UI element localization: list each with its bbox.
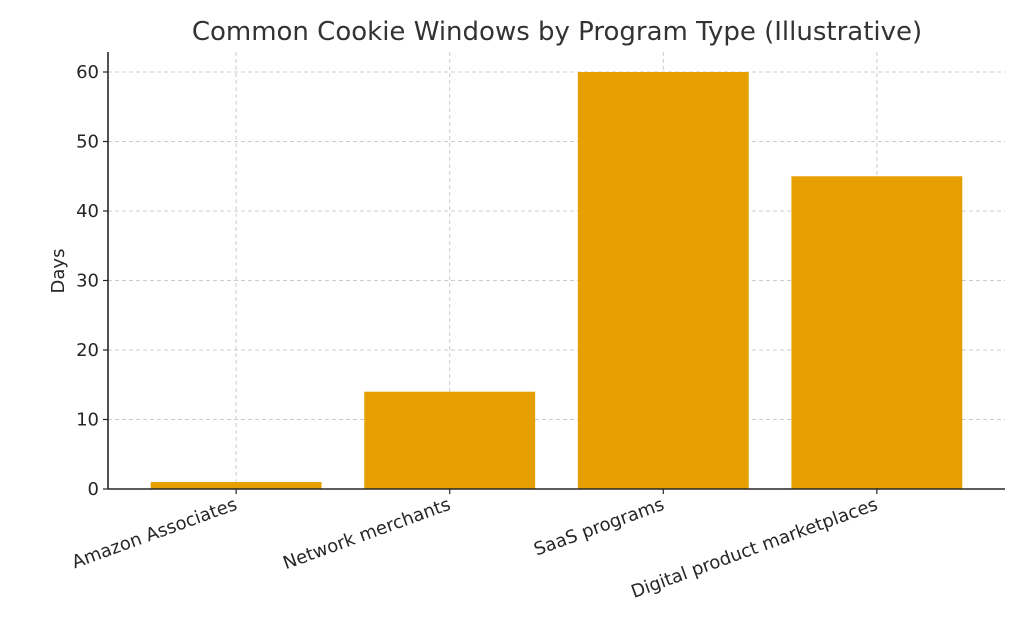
bars — [150, 72, 963, 489]
y-tick-label: 10 — [76, 410, 99, 431]
y-tick-label: 30 — [76, 271, 99, 292]
y-tick-label: 20 — [76, 340, 99, 361]
bar — [791, 176, 963, 489]
x-tick-label: Amazon Associates — [69, 494, 240, 573]
gridlines — [108, 52, 1005, 489]
y-tick-label: 40 — [76, 201, 99, 222]
y-tick-label: 50 — [76, 132, 99, 153]
x-tick-label: Digital product marketplaces — [628, 494, 880, 603]
y-tick-label: 60 — [76, 62, 99, 83]
x-tick-label: SaaS programs — [531, 494, 667, 561]
y-axis-ticks: 0 10 20 30 40 50 60 — [76, 62, 108, 500]
chart-title: Common Cookie Windows by Program Type (I… — [192, 17, 922, 47]
bar — [150, 482, 322, 489]
bar — [364, 391, 536, 489]
x-axis-ticks: Amazon Associates Network merchants SaaS p… — [69, 489, 881, 603]
bar — [577, 72, 749, 489]
y-axis-label: Days — [48, 249, 69, 294]
x-tick-label: Network merchants — [280, 494, 453, 574]
y-tick-label: 0 — [88, 479, 99, 500]
